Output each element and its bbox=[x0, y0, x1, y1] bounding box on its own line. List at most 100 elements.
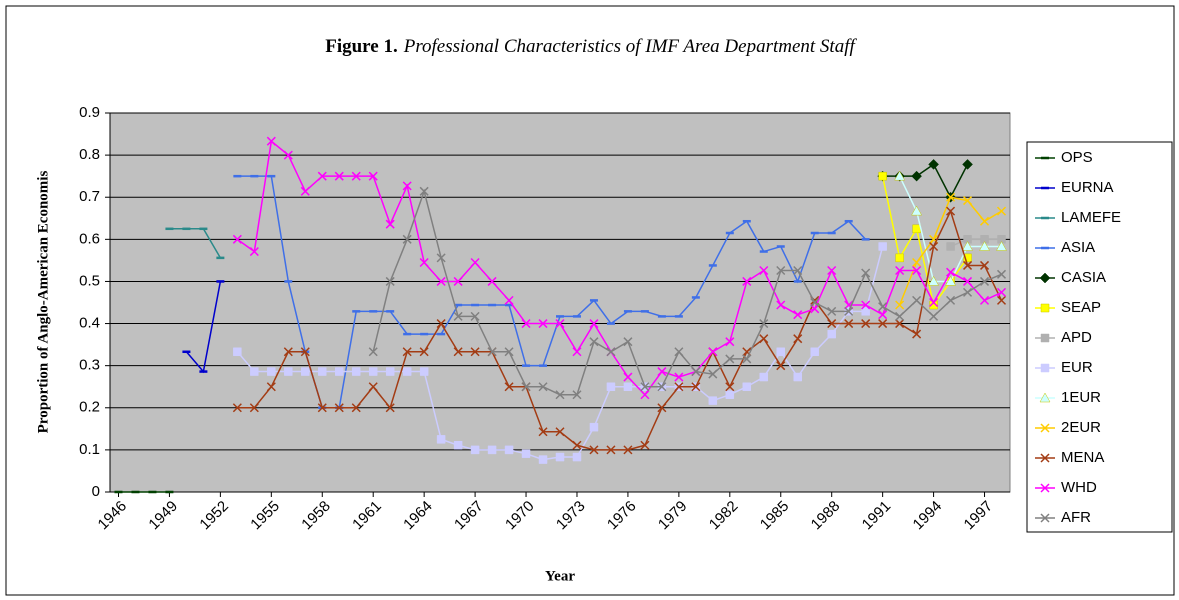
data-point bbox=[895, 253, 904, 263]
data-point bbox=[996, 240, 1007, 251]
data-point bbox=[912, 224, 921, 234]
legend-marker bbox=[1040, 453, 1050, 463]
data-point bbox=[301, 367, 310, 376]
data-point bbox=[912, 265, 922, 276]
data-point bbox=[623, 337, 633, 347]
data-point bbox=[895, 311, 905, 321]
legend-label: EURNA bbox=[1061, 179, 1114, 196]
data-point bbox=[436, 276, 446, 286]
data-point bbox=[266, 136, 276, 146]
data-point bbox=[623, 445, 633, 455]
data-point bbox=[844, 319, 854, 329]
data-point bbox=[979, 276, 990, 286]
data-point bbox=[453, 276, 463, 286]
data-point bbox=[725, 337, 735, 347]
data-point bbox=[929, 297, 939, 308]
data-point bbox=[674, 372, 684, 382]
data-point bbox=[538, 319, 548, 329]
data-point bbox=[351, 367, 361, 376]
data-point bbox=[708, 347, 718, 357]
data-point bbox=[759, 334, 769, 344]
data-point bbox=[368, 347, 378, 357]
data-point bbox=[436, 319, 446, 329]
data-point bbox=[895, 265, 905, 276]
data-point bbox=[470, 347, 480, 357]
data-point bbox=[929, 311, 939, 321]
data-point bbox=[963, 287, 973, 297]
series-line bbox=[950, 238, 1002, 248]
series-line bbox=[237, 209, 1003, 451]
data-point bbox=[996, 206, 1007, 216]
title-text: Professional Characteristics of IMF Area… bbox=[403, 36, 858, 57]
data-point bbox=[555, 390, 565, 400]
data-point bbox=[385, 219, 395, 229]
data-point bbox=[233, 347, 242, 357]
data-point bbox=[827, 265, 837, 276]
data-point bbox=[368, 367, 378, 376]
data-point bbox=[827, 319, 837, 329]
y-tick-label: 0.6 bbox=[79, 230, 100, 247]
data-point bbox=[317, 403, 327, 413]
data-point bbox=[504, 295, 514, 305]
data-point bbox=[487, 347, 497, 357]
data-point bbox=[538, 427, 548, 437]
data-point bbox=[810, 347, 819, 357]
data-point bbox=[962, 159, 973, 170]
legend-label: WHD bbox=[1061, 479, 1097, 496]
data-point bbox=[928, 275, 940, 286]
data-point bbox=[759, 319, 769, 329]
data-point bbox=[776, 347, 786, 357]
legend-marker bbox=[1040, 483, 1050, 493]
data-point bbox=[589, 445, 599, 455]
data-point bbox=[318, 367, 327, 376]
data-point bbox=[725, 354, 735, 364]
data-point bbox=[385, 276, 395, 286]
legend-marker bbox=[1040, 363, 1050, 373]
data-point bbox=[946, 192, 956, 202]
series-line bbox=[372, 188, 1002, 396]
data-point bbox=[249, 403, 259, 413]
data-point bbox=[351, 171, 361, 181]
data-point bbox=[249, 247, 259, 257]
data-point bbox=[996, 287, 1007, 297]
data-point bbox=[929, 241, 939, 252]
legend-label: EUR bbox=[1061, 359, 1093, 376]
y-tick-label: 0.3 bbox=[79, 357, 100, 374]
data-point bbox=[402, 181, 412, 191]
legend-marker bbox=[1039, 392, 1051, 403]
data-point bbox=[742, 276, 752, 286]
y-tick-label: 0.2 bbox=[79, 399, 100, 416]
legend-label: SEAP bbox=[1061, 299, 1101, 316]
data-point bbox=[827, 329, 836, 339]
data-point bbox=[555, 319, 565, 329]
data-point bbox=[996, 269, 1007, 279]
series-line bbox=[236, 139, 1002, 396]
data-point bbox=[979, 216, 990, 226]
data-point bbox=[623, 372, 633, 382]
legend-label: 2EUR bbox=[1061, 419, 1101, 436]
data-point bbox=[810, 297, 820, 308]
data-point bbox=[521, 319, 531, 329]
data-point bbox=[283, 150, 293, 160]
data-point bbox=[946, 206, 956, 216]
data-point bbox=[504, 445, 514, 455]
data-point bbox=[606, 445, 616, 455]
data-point bbox=[250, 367, 259, 376]
data-point bbox=[793, 265, 803, 276]
y-tick-label: 0 bbox=[92, 483, 100, 500]
data-point bbox=[691, 367, 701, 377]
data-point bbox=[385, 403, 395, 413]
legend-label: OPS bbox=[1061, 149, 1093, 166]
data-point bbox=[334, 403, 344, 413]
data-point bbox=[759, 372, 769, 382]
y-axis-title: Proportion of Anglo-American Economis bbox=[35, 171, 51, 434]
data-point bbox=[470, 311, 480, 321]
data-point bbox=[912, 329, 922, 339]
data-point bbox=[300, 186, 310, 196]
data-point bbox=[436, 435, 446, 444]
data-point bbox=[894, 170, 906, 181]
data-point bbox=[912, 295, 922, 305]
data-point bbox=[487, 445, 497, 455]
data-point bbox=[640, 390, 650, 400]
